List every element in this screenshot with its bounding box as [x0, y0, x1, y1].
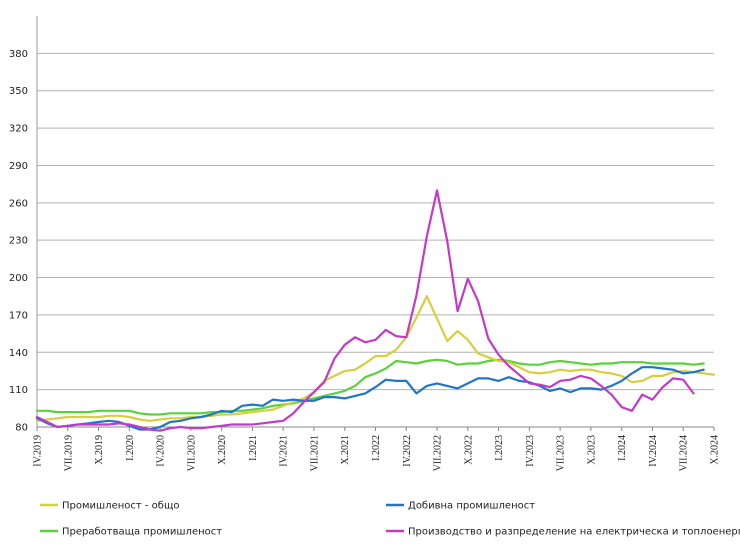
legend: Промишленост - общо Добивна промишленост П… [40, 501, 740, 538]
x-tick-label: X.2024 [710, 435, 721, 465]
y-tick-label-200: 200 [9, 273, 28, 284]
legend-label-3: Преработваща промишленост [62, 527, 222, 538]
x-tick-label: X.2023 [586, 435, 597, 465]
series-lines [35, 189, 716, 432]
y-tick-label-230: 230 [9, 236, 28, 247]
x-tick-label: X.2020 [217, 435, 228, 465]
x-tick-label: X.2021 [340, 435, 351, 465]
x-tick-label: VII.2022 [433, 435, 444, 471]
y-tick-label-290: 290 [9, 161, 28, 172]
series-line-4 [35, 189, 695, 432]
x-tick-label: VII.2019 [63, 435, 74, 471]
x-axis-ticks: IV.2019 VII.2019 X.2019 I.2020 IV.2020 VII.20… [33, 427, 721, 471]
x-tick-label: I.2021 [248, 435, 259, 461]
series-line-2 [35, 366, 705, 431]
x-tick-label: VII.2023 [556, 435, 567, 471]
grid-lines [37, 52, 714, 428]
y-tick-label-380: 380 [9, 49, 28, 60]
y-tick-label-80: 80 [15, 423, 28, 434]
x-tick-label: VII.2021 [309, 435, 320, 471]
legend-label-1: Промишленост - общо [62, 501, 180, 512]
x-tick-label: IV.2023 [525, 435, 536, 467]
x-tick-label: X.2019 [94, 435, 105, 465]
x-tick-label: IV.2020 [156, 435, 167, 467]
x-tick-label: X.2022 [463, 435, 474, 465]
series-line-1 [35, 295, 716, 422]
series-line-3 [35, 358, 705, 416]
x-tick-label: VII.2024 [679, 435, 690, 471]
x-tick-label: IV.2021 [279, 435, 290, 467]
x-tick-label: IV.2019 [33, 435, 44, 467]
y-axis-ticks: 80 110 140 170 200 230 260 290 320 350 380 [9, 49, 28, 434]
y-tick-label-260: 260 [9, 198, 28, 209]
x-tick-label: IV.2022 [402, 435, 413, 467]
x-tick-label: IV.2024 [648, 435, 659, 467]
y-tick-label-140: 140 [9, 348, 28, 359]
y-tick-label-320: 320 [9, 124, 28, 135]
y-tick-label-350: 350 [9, 86, 28, 97]
x-tick-label: I.2024 [617, 435, 628, 461]
x-tick-label: I.2023 [494, 435, 505, 461]
x-tick-label: I.2022 [371, 435, 382, 461]
legend-label-4: Производство и разпределение на електрич… [408, 527, 740, 538]
x-tick-label: I.2020 [125, 435, 136, 461]
legend-label-2: Добивна промишленост [408, 501, 535, 512]
x-tick-label: VII.2020 [186, 435, 197, 471]
y-tick-label-110: 110 [9, 385, 28, 396]
y-tick-label-170: 170 [9, 310, 28, 321]
